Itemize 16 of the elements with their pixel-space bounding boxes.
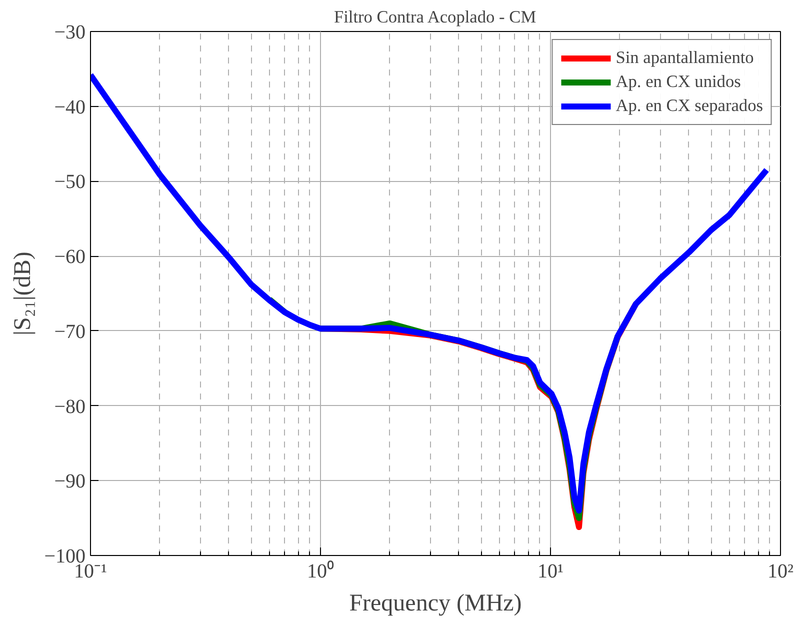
x-tick-label: 10⁰ — [307, 560, 334, 582]
legend-label: Sin apantallamiento — [616, 48, 754, 68]
y-tick-label: −30 — [54, 22, 86, 44]
y-tick-label: −80 — [54, 396, 86, 418]
legend-label: Ap. en CX separados — [616, 96, 763, 116]
x-axis-title: Frequency (MHz) — [349, 590, 522, 616]
y-axis-title: |S₂₁|(dB) — [10, 252, 36, 336]
y-tick-label: −90 — [54, 470, 86, 493]
y-tick-label: −60 — [54, 246, 86, 268]
chart-title: Filtro Contra Acoplado - CM — [334, 8, 536, 26]
y-tick-label: −50 — [54, 171, 86, 194]
legend-label: Ap. en CX unidos — [616, 72, 741, 92]
y-tick-label: −40 — [54, 96, 86, 118]
x-tick-label: 10¹ — [538, 560, 564, 582]
x-tick-label: 10² — [768, 560, 794, 582]
y-tick-label: −70 — [54, 320, 86, 343]
